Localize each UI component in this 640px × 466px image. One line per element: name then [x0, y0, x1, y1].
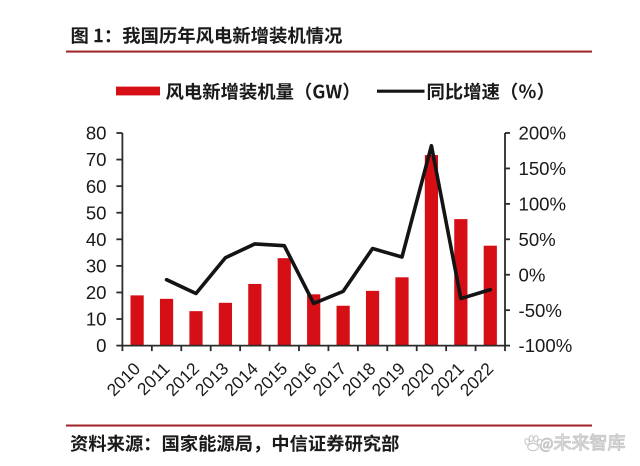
svg-text:10: 10 — [86, 309, 107, 330]
svg-text:0%: 0% — [519, 264, 546, 285]
svg-text:-50%: -50% — [519, 300, 562, 321]
svg-text:-100%: -100% — [519, 335, 573, 356]
svg-text:60: 60 — [86, 176, 107, 197]
svg-text:2022: 2022 — [456, 358, 497, 399]
svg-text:0: 0 — [96, 335, 106, 356]
svg-text:150%: 150% — [519, 158, 567, 179]
svg-text:50%: 50% — [519, 229, 556, 250]
svg-text:100%: 100% — [519, 193, 567, 214]
svg-text:200%: 200% — [519, 123, 567, 144]
svg-text:50: 50 — [86, 202, 107, 223]
svg-text:70: 70 — [86, 149, 107, 170]
svg-text:20: 20 — [86, 282, 107, 303]
svg-text:30: 30 — [86, 255, 107, 276]
svg-text:80: 80 — [86, 123, 107, 144]
svg-text:40: 40 — [86, 229, 107, 250]
